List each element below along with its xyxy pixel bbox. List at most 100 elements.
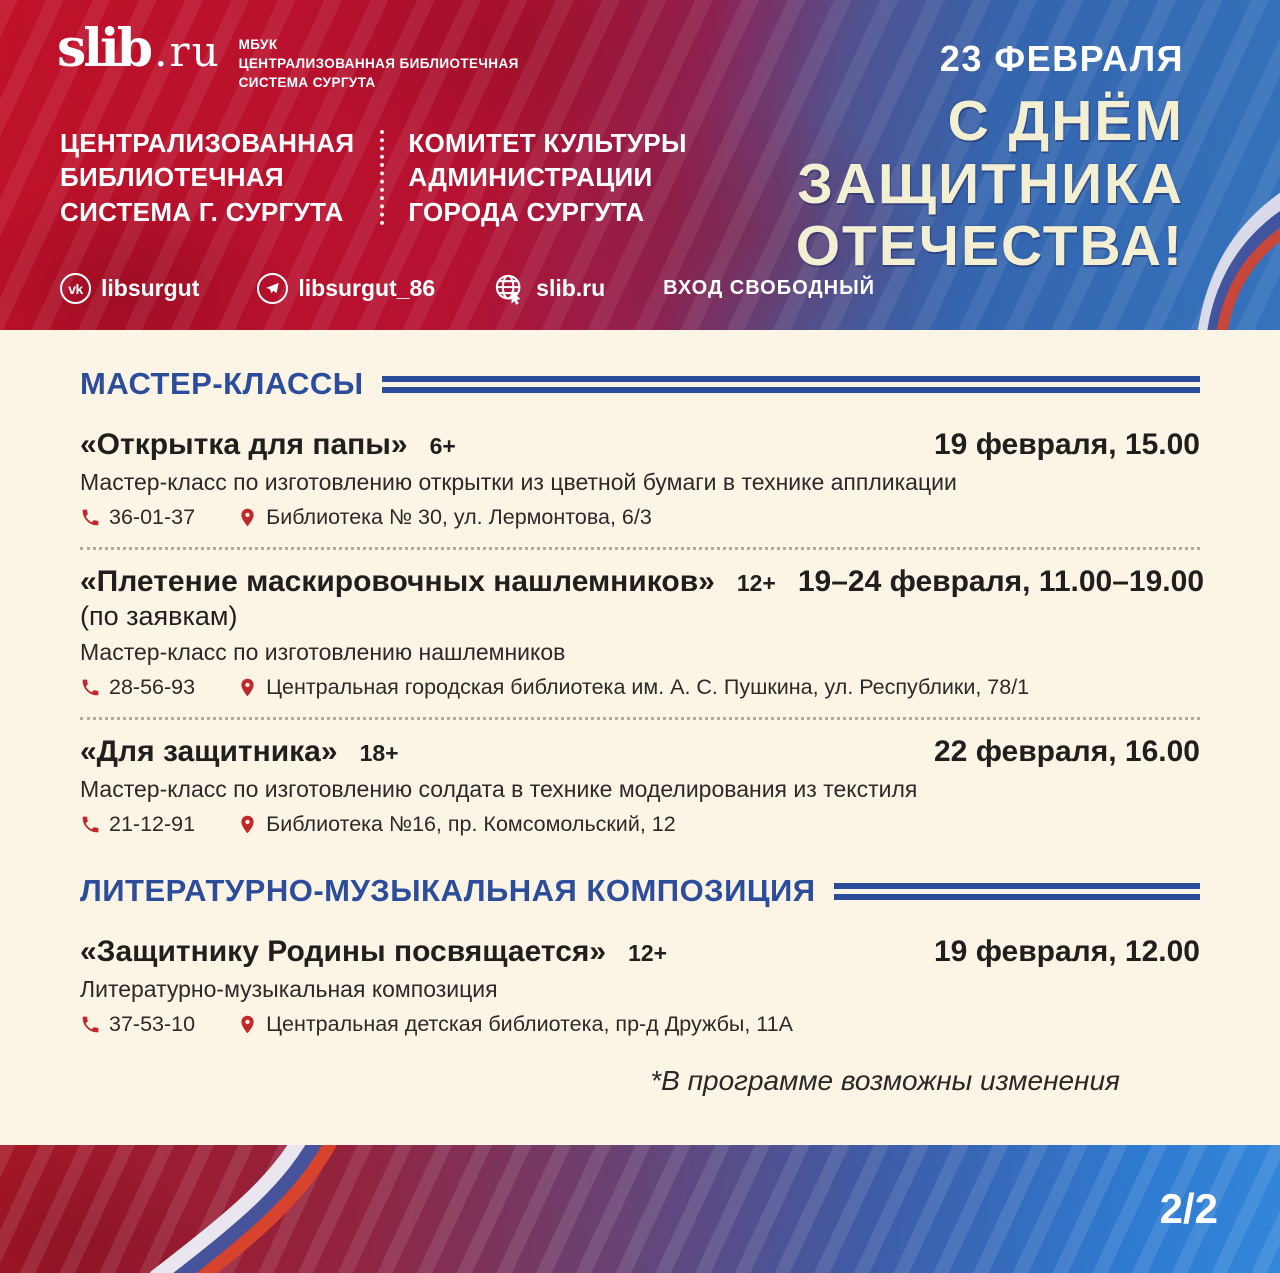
phone-number: 21-12-91 [109, 812, 196, 836]
org-culture-committee: КОМИТЕТ КУЛЬТУРЫ АДМИНИСТРАЦИИ ГОРОДА СУ… [408, 126, 686, 229]
admission-label: ВХОД СВОБОДНЫЙ [663, 277, 876, 299]
holiday-date: 23 ФЕВРАЛЯ [939, 38, 1184, 79]
dotted-divider [80, 547, 1200, 550]
event-card: «Для защитника» 18+ 22 февраля, 16.00 Ма… [80, 735, 1200, 837]
org-caption-line: ЦЕНТРАЛИЗОВАННАЯ БИБЛИОТЕЧНАЯ [238, 55, 519, 71]
event-datetime: 19–24 февраля, 11.00–19.00 [797, 565, 1205, 598]
event-head: «Открытка для папы» 6+ 19 февраля, 15.00 [80, 428, 1200, 462]
event-description: Мастер-класс по изготовлению солдата в т… [80, 776, 918, 802]
event-title: «Для защитника» [80, 735, 338, 768]
event-description: Мастер-класс по изготовлению открытки из… [80, 469, 957, 495]
social-row: vk libsurgut libsurgut_86 s [60, 272, 875, 305]
social-website: slib.ru [493, 272, 605, 305]
event-title: «Защитнику Родины посвящается» [80, 935, 607, 968]
event-head: «Для защитника» 18+ 22 февраля, 16.00 [80, 735, 1200, 769]
program-change-note: *В программе возможны изменения [650, 1065, 1120, 1096]
header: slib.ru МБУК ЦЕНТРАЛИЗОВАННАЯ БИБЛИОТЕЧН… [0, 0, 1280, 330]
location-text: Библиотека №16, пр. Комсомольский, 12 [266, 812, 676, 836]
event-location: Библиотека №16, пр. Комсомольский, 12 [237, 812, 676, 837]
social-handle: libsurgut_86 [298, 275, 436, 301]
section-composition-heading: ЛИТЕРАТУРНО-МУЗЫКАЛЬНАЯ КОМПОЗИЦИЯ [80, 873, 1200, 909]
logo-suffix-text: .ru [154, 27, 221, 76]
social-vk: vk libsurgut [60, 273, 199, 304]
event-contact: 28-56-93 Центральная городская библиотек… [80, 675, 1200, 700]
organizations: ЦЕНТРАЛИЗОВАННАЯ БИБЛИОТЕЧНАЯ СИСТЕМА Г.… [60, 126, 687, 229]
location-text: Библиотека № 30, ул. Лермонтова, 6/3 [266, 505, 652, 529]
event-contact: 21-12-91 Библиотека №16, пр. Комсомольск… [80, 812, 1200, 837]
event-phone: 28-56-93 [80, 675, 195, 700]
event-phone: 36-01-37 [80, 505, 195, 530]
event-location: Центральная детская библиотека, пр-д Дру… [237, 1012, 793, 1037]
slib-logo: slib.ru [57, 23, 221, 76]
social-handle: slib.ru [536, 275, 606, 301]
section-title: МАСТЕР-КЛАССЫ [80, 366, 364, 401]
phone-number: 37-53-10 [109, 1012, 196, 1036]
event-datetime: 19 февраля, 12.00 [933, 935, 1200, 968]
org-caption: МБУК ЦЕНТРАЛИЗОВАННАЯ БИБЛИОТЕЧНАЯ СИСТЕ… [239, 36, 519, 93]
org-line: БИБЛИОТЕЧНАЯ [60, 162, 284, 193]
holiday-line: С ДНЁМ [947, 89, 1184, 153]
brand: slib.ru МБУК ЦЕНТРАЛИЗОВАННАЯ БИБЛИОТЕЧН… [57, 23, 519, 93]
heading-rule [381, 375, 1200, 393]
flag-ribbon-decoration [150, 1145, 337, 1273]
location-pin-icon [241, 508, 254, 527]
age-badge: 12+ [628, 940, 668, 966]
telegram-icon [257, 273, 289, 304]
event-card: «Защитнику Родины посвящается» 12+ 19 фе… [80, 935, 1200, 1037]
location-pin-icon [241, 1015, 254, 1034]
event-title: «Плетение маскировочных нашлемников» [80, 565, 715, 598]
event-datetime: 22 февраля, 16.00 [933, 735, 1200, 768]
vk-icon: vk [60, 273, 91, 304]
phone-icon [82, 1016, 99, 1033]
org-line: АДМИНИСТРАЦИИ [408, 162, 653, 193]
event-phone: 21-12-91 [80, 812, 195, 837]
event-head: «Плетение маскировочных нашлемников» 12+… [80, 565, 1204, 599]
event-description: Мастер-класс по изготовлению нашлемников [80, 639, 566, 665]
org-library-system: ЦЕНТРАЛИЗОВАННАЯ БИБЛИОТЕЧНАЯ СИСТЕМА Г.… [60, 126, 354, 229]
event-title: «Открытка для папы» [80, 428, 408, 461]
program-list: МАСТЕР-КЛАССЫ «Открытка для папы» 6+ 19 … [0, 330, 1280, 1097]
social-telegram: libsurgut_86 [257, 273, 435, 304]
org-line: КОМИТЕТ КУЛЬТУРЫ [408, 128, 687, 158]
section-title: ЛИТЕРАТУРНО-МУЗЫКАЛЬНАЯ КОМПОЗИЦИЯ [80, 873, 816, 908]
phone-number: 36-01-37 [109, 505, 196, 529]
dotted-divider [80, 717, 1200, 720]
age-badge: 18+ [359, 740, 399, 766]
holiday-line: ЗАЩИТНИКА [797, 151, 1184, 216]
org-line: ГОРОДА СУРГУТА [408, 196, 645, 227]
section-masterclasses-heading: МАСТЕР-КЛАССЫ [80, 366, 1200, 402]
event-description: Литературно-музыкальная композиция [80, 976, 498, 1002]
logo-main-text: slib [57, 18, 153, 79]
vertical-dotted-divider [380, 130, 385, 225]
event-datetime: 19 февраля, 15.00 [933, 428, 1200, 461]
heading-rule [833, 882, 1200, 900]
event-location: Центральная городская библиотека им. А. … [237, 675, 1029, 700]
org-line: СИСТЕМА Г. СУРГУТА [60, 196, 344, 227]
holiday-line: ОТЕЧЕСТВА! [795, 214, 1184, 279]
location-pin-icon [241, 678, 254, 697]
org-line: ЦЕНТРАЛИЗОВАННАЯ [60, 128, 355, 158]
globe-icon [493, 272, 526, 305]
org-caption-line: СИСТЕМА СУРГУТА [238, 74, 376, 90]
age-badge: 12+ [736, 570, 776, 596]
event-contact: 36-01-37 Библиотека № 30, ул. Лермонтова… [80, 505, 1200, 530]
phone-icon [82, 816, 99, 833]
page-indicator: 2/2 [1159, 1185, 1218, 1232]
holiday-greeting: 23 ФЕВРАЛЯ С ДНЁМ ЗАЩИТНИКА ОТЕЧЕСТВА! [796, 38, 1184, 278]
social-handle: libsurgut [101, 275, 200, 301]
age-badge: 6+ [429, 433, 456, 459]
phone-number: 28-56-93 [109, 675, 196, 699]
event-card: «Открытка для папы» 6+ 19 февраля, 15.00… [80, 428, 1200, 530]
phone-icon [82, 509, 99, 526]
event-card: «Плетение маскировочных нашлемников» 12+… [80, 565, 1204, 700]
location-text: Центральная городская библиотека им. А. … [266, 675, 1030, 699]
phone-icon [82, 679, 99, 696]
event-head: «Защитнику Родины посвящается» 12+ 19 фе… [80, 935, 1200, 969]
org-caption-line: МБУК [238, 37, 278, 52]
location-text: Центральная детская библиотека, пр-д Дру… [266, 1012, 793, 1036]
event-subtitle: (по заявкам) [80, 601, 238, 631]
event-contact: 37-53-10 Центральная детская библиотека,… [80, 1012, 1200, 1037]
footer-band: 2/2 [0, 1145, 1280, 1273]
event-location: Библиотека № 30, ул. Лермонтова, 6/3 [237, 505, 652, 530]
